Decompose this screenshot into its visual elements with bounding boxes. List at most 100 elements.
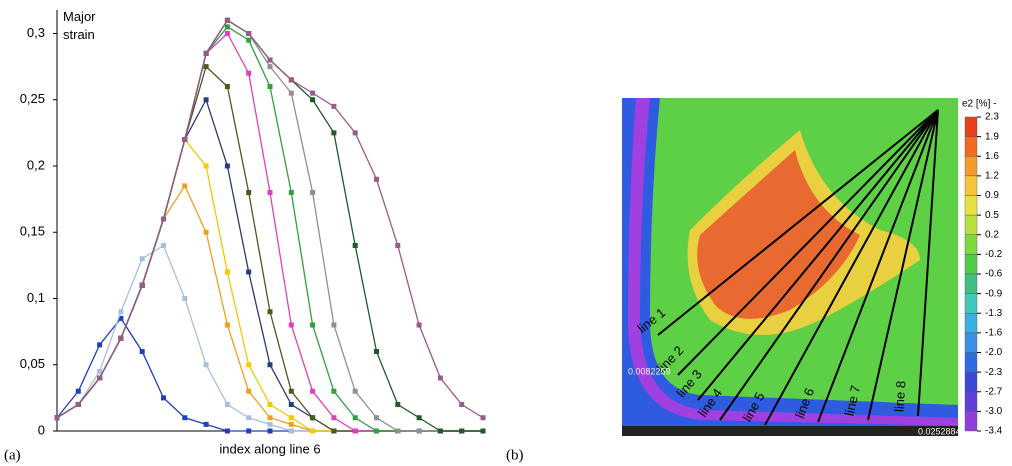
point-marker [118,315,124,321]
colorbar-tick-label: -0.9 [985,288,1003,299]
point-marker [480,428,486,434]
point-marker [267,309,273,315]
point-marker [310,190,316,195]
map-red-zone [697,150,860,319]
point-marker [288,402,294,407]
point-marker [224,428,230,434]
colorbar-cell [964,391,978,412]
point-marker [182,183,188,189]
point-marker [352,428,358,434]
point-marker [267,421,273,427]
point-marker [288,415,294,421]
map-purple-band [628,98,958,426]
point-marker [395,428,401,434]
point-marker [331,322,337,328]
point-marker [267,190,273,195]
point-marker [246,31,252,36]
colorbar-cell [964,254,978,275]
point-marker [267,415,273,421]
point-marker [161,216,166,222]
point-marker [374,176,379,182]
point-marker [331,103,337,109]
point-marker [224,31,230,36]
colorbar-label: e2 [%] - [962,99,996,110]
map-blue-band [622,98,958,436]
y-tick-label: 0 [38,422,45,437]
point-marker [288,190,294,195]
series-line [56,19,484,419]
point-marker [224,269,230,275]
colorbar-cell [964,136,978,157]
point-marker [203,229,209,235]
annotation: 0.0252884 [918,426,961,436]
point-marker [139,349,145,354]
point-marker [182,415,188,421]
point-marker [246,70,252,76]
point-marker [459,402,465,407]
colorbar-cell [964,352,978,373]
series-line [56,317,483,432]
y-tick-label: 0,3 [27,25,45,40]
point-marker [203,163,209,169]
point-marker [182,137,188,142]
section-line [719,109,939,421]
colorbar-cell [964,175,978,196]
point-marker [97,368,103,374]
point-marker [224,322,230,328]
colorbar-tick-label: -1.3 [985,308,1003,319]
colorbar-tick-label: 0.9 [985,190,999,201]
point-marker [118,309,124,315]
colorbar-tick-label: 1.2 [985,171,999,182]
point-marker [310,428,316,434]
point-marker [288,388,294,394]
point-marker [395,243,401,248]
colorbar-cell [964,116,978,137]
colorbar-tick-label: 0.2 [985,229,999,240]
caption: (b) [506,447,524,463]
colorbar-tick-label: -2.7 [985,386,1003,397]
series-line [56,19,483,432]
point-marker [224,17,230,23]
point-marker [437,428,443,434]
series-line [56,138,483,432]
colorbar-tick-label: -2.0 [985,347,1003,358]
point-marker [246,37,252,43]
point-marker [161,395,166,401]
point-marker [246,269,252,275]
point-marker [310,90,316,96]
point-marker [267,64,273,70]
colorbar-tick-label: -2.3 [985,367,1003,378]
colorbar-cell [964,411,978,432]
colorbar-cell [964,214,978,235]
point-marker [416,322,422,328]
point-marker [97,342,103,348]
series-line [56,65,483,432]
point-marker [352,130,358,136]
point-marker [182,296,188,301]
colorbar-cell [964,332,978,353]
point-marker [203,50,209,56]
caption: (a) [4,447,21,463]
point-marker [118,335,124,341]
y-axis-label: Major strain [63,9,96,42]
point-marker [395,402,401,407]
colorbar-cell [964,234,978,255]
point-marker [374,428,379,434]
point-marker [459,428,465,434]
colorbar-cell [964,371,978,392]
section-line [867,109,939,421]
colorbar-cell [964,273,978,294]
series-line [56,32,483,432]
point-marker [75,402,81,407]
point-marker [331,388,337,394]
point-marker [267,428,273,434]
point-marker [224,24,230,30]
section-line-label: line 8 [891,380,908,412]
point-marker [374,415,379,421]
point-marker [203,362,209,368]
point-marker [203,421,209,427]
colorbar-cell [964,313,978,334]
colorbar-tick-label: 0.5 [985,210,999,221]
